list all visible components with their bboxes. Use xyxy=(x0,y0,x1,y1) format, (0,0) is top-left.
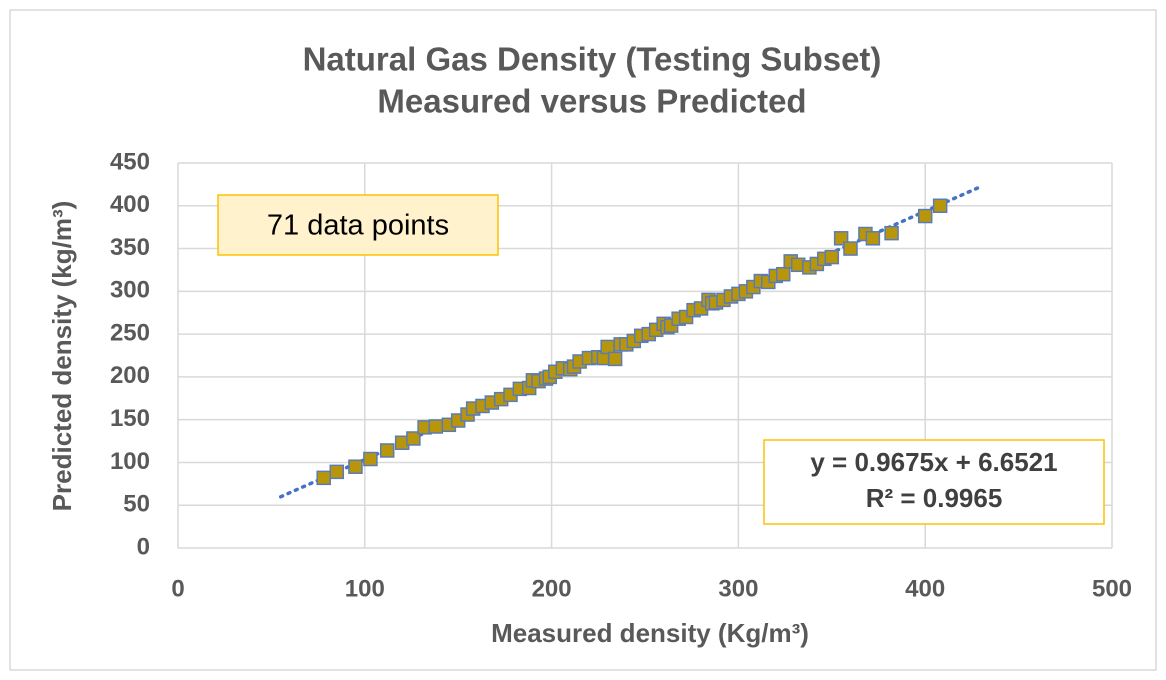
y-tick-label: 150 xyxy=(110,405,150,432)
marker xyxy=(379,443,395,458)
annotation-box xyxy=(763,439,1105,525)
annotation: 71 data points xyxy=(267,210,449,242)
marker xyxy=(600,339,615,355)
marker xyxy=(932,198,948,214)
marker xyxy=(428,419,444,434)
chart-title: Measured versus Predicted xyxy=(377,83,806,120)
x-axis-label: Measured density (Kg/m³) xyxy=(491,618,809,648)
marker xyxy=(406,431,421,446)
marker xyxy=(348,459,363,474)
y-tick-label: 200 xyxy=(110,362,150,389)
annotation: R² = 0.9965 xyxy=(866,483,1003,513)
x-tick-label: 400 xyxy=(905,575,945,602)
y-tick-label: 100 xyxy=(110,448,150,475)
y-tick-label: 250 xyxy=(110,319,150,346)
y-tick-label: 50 xyxy=(123,491,150,518)
marker xyxy=(884,225,899,241)
marker xyxy=(865,231,881,246)
x-tick-label: 100 xyxy=(345,575,385,602)
y-axis-label: Predicted density (kg/m³) xyxy=(47,201,77,512)
marker xyxy=(329,464,345,480)
y-tick-label: 450 xyxy=(110,148,150,175)
marker xyxy=(607,351,623,367)
marker xyxy=(775,266,791,282)
y-tick-label: 0 xyxy=(137,533,150,560)
chart-title: Natural Gas Density (Testing Subset) xyxy=(303,41,882,78)
marker xyxy=(363,451,378,467)
annotation: y = 0.9675x + 6.6521 xyxy=(810,447,1057,477)
y-tick-label: 300 xyxy=(110,277,150,304)
marker xyxy=(316,470,331,486)
y-tick-label: 350 xyxy=(110,234,150,261)
chart-border xyxy=(9,9,1157,671)
annotation-box xyxy=(217,194,499,256)
y-tick-label: 400 xyxy=(110,191,150,218)
marker xyxy=(824,249,840,265)
x-tick-label: 500 xyxy=(1092,575,1132,602)
marker xyxy=(843,241,858,256)
marker xyxy=(917,208,933,224)
x-tick-label: 0 xyxy=(171,575,184,602)
x-tick-label: 300 xyxy=(718,575,758,602)
x-tick-label: 200 xyxy=(532,575,572,602)
